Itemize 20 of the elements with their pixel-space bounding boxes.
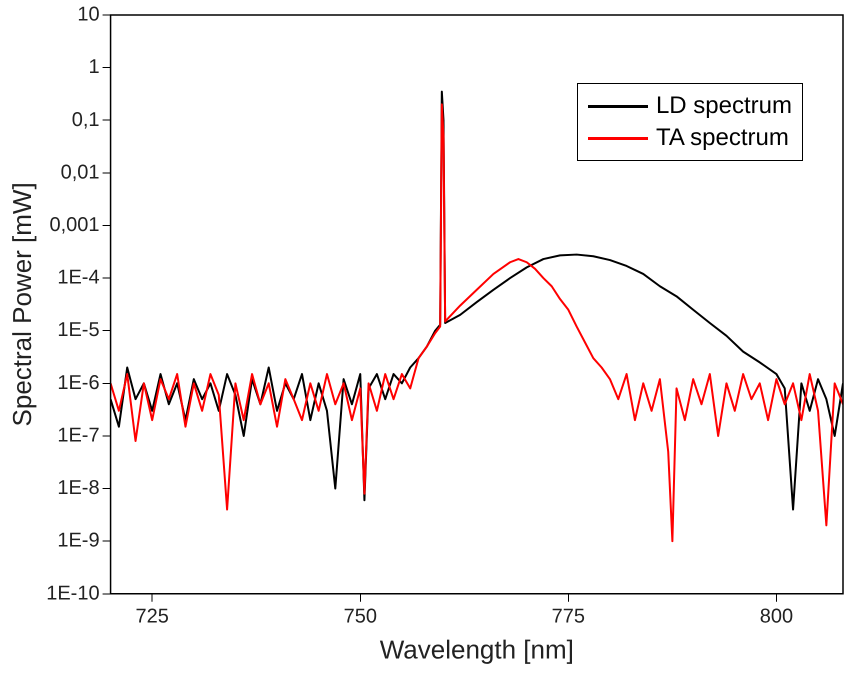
y-tick-label: 1E-8 (57, 477, 100, 500)
y-tick-label: 1E-4 (57, 266, 100, 289)
y-tick-label: 1E-5 (57, 319, 100, 342)
y-tick-label: 0,001 (50, 214, 100, 236)
legend-label: LD spectrum (656, 92, 792, 120)
x-tick-label: 750 (344, 605, 377, 628)
y-tick-label: 1E-6 (57, 372, 100, 394)
y-tick-label: 10 (77, 4, 100, 26)
y-tick-label: 0,01 (60, 161, 100, 184)
x-axis-title: Wavelength [nm] (380, 634, 574, 665)
y-tick-label: 1E-7 (57, 424, 100, 446)
y-axis-title: Spectral Power [mW] (6, 182, 37, 426)
x-tick-label: 775 (552, 605, 586, 628)
y-tick-label: 0,1 (72, 108, 100, 131)
y-tick-label: 1 (88, 56, 100, 78)
y-tick-label: 1E-10 (46, 582, 100, 604)
y-tick-label: 1E-9 (57, 530, 100, 552)
legend-label: TA spectrum (656, 124, 789, 152)
x-tick-label: 800 (760, 605, 794, 628)
x-tick-label: 725 (135, 605, 169, 628)
